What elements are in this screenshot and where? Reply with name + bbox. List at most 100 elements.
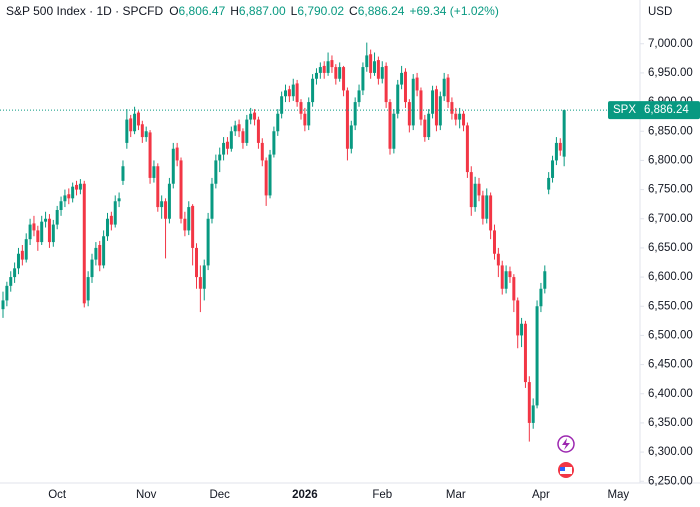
- candle-body: [322, 65, 326, 73]
- candle-body: [450, 102, 454, 114]
- candle-body: [187, 207, 191, 231]
- y-tick-label: 6,800.00: [648, 154, 693, 166]
- candle-body: [442, 78, 446, 97]
- header-field: +69.34 (+1.02%): [409, 4, 498, 18]
- candle-body: [276, 113, 280, 132]
- candle-body: [179, 160, 183, 219]
- header-field: 6,887.00: [239, 4, 286, 18]
- candle-body: [67, 194, 71, 199]
- candle-body: [500, 265, 504, 289]
- candle-body: [438, 96, 442, 126]
- y-tick-label: 6,750.00: [648, 184, 693, 196]
- candle-body: [210, 183, 214, 219]
- candle-body: [473, 183, 477, 208]
- flag-icon-canton: [560, 467, 565, 471]
- x-tick-label: Nov: [136, 489, 157, 501]
- y-tick-label: 6,550.00: [648, 300, 693, 312]
- candle-body: [535, 306, 539, 406]
- candle-body: [241, 131, 245, 143]
- candle-body: [86, 277, 90, 301]
- candle-body: [287, 89, 291, 97]
- y-tick-label: 6,700.00: [648, 213, 693, 225]
- currency: USD: [648, 6, 672, 18]
- candle-body: [543, 271, 547, 289]
- last-price-name: SPX: [613, 104, 636, 116]
- candle-body: [469, 172, 473, 208]
- candle-body: [183, 218, 187, 231]
- candle-body: [156, 166, 160, 208]
- candle-body: [318, 67, 322, 73]
- candle-body: [117, 198, 121, 202]
- x-tick-label: Oct: [48, 489, 67, 501]
- plot-area: [0, 42, 640, 442]
- candle-body: [129, 118, 133, 132]
- candle-body: [504, 271, 508, 289]
- candle-body: [392, 113, 396, 149]
- candle-body: [214, 160, 218, 184]
- candle-body: [462, 113, 466, 126]
- candle-body: [206, 218, 210, 266]
- candle-body: [133, 113, 137, 132]
- candle-body: [1, 300, 5, 310]
- candle-body: [326, 61, 330, 73]
- candle-body: [63, 195, 67, 202]
- header-field: 6,806.47: [179, 4, 226, 18]
- candle-body: [376, 60, 380, 79]
- candle-body: [32, 223, 36, 231]
- candle-body: [303, 113, 307, 126]
- candle-body: [280, 96, 284, 114]
- candle-body: [13, 268, 17, 278]
- candle-body: [400, 72, 404, 85]
- candle-body: [558, 142, 562, 151]
- candle-body: [465, 125, 469, 173]
- candle-body: [51, 224, 55, 243]
- y-tick-label: 6,250.00: [648, 475, 693, 487]
- candle-body: [380, 67, 384, 79]
- candle-body: [102, 236, 106, 266]
- candle-body: [369, 54, 373, 73]
- y-tick-label: 6,300.00: [648, 446, 693, 458]
- candle-body: [260, 142, 264, 161]
- candle-body: [520, 323, 524, 336]
- candle-body: [415, 77, 419, 91]
- candle-body: [249, 113, 253, 120]
- candle-body: [295, 83, 299, 103]
- candle-body: [508, 271, 512, 278]
- candle-body: [198, 277, 202, 289]
- candle-body: [144, 131, 148, 138]
- candle-body: [547, 177, 551, 190]
- candle-body: [357, 90, 361, 103]
- candle-body: [485, 195, 489, 219]
- candle-body: [539, 288, 543, 307]
- header: S&P 500 Index · 1D · SPCFD O6,806.47 H6,88…: [6, 4, 499, 18]
- candle-body: [384, 65, 388, 103]
- event-icon-bolt: [562, 438, 570, 450]
- candle-body: [361, 67, 365, 91]
- candle-body: [307, 102, 311, 126]
- candle-body: [396, 84, 400, 114]
- candle-body: [314, 72, 318, 79]
- x-tick-label: Dec: [209, 489, 230, 501]
- last-price-tag: [608, 101, 700, 120]
- candle-body: [71, 186, 75, 199]
- candle-body: [98, 245, 102, 266]
- candle-body: [16, 253, 20, 269]
- candle-body: [171, 148, 175, 184]
- candle-body: [218, 154, 222, 161]
- candle-body: [164, 201, 168, 219]
- candle-body: [454, 113, 458, 120]
- header-field: L: [291, 4, 298, 18]
- candle-body: [353, 102, 357, 126]
- candle-body: [481, 195, 485, 219]
- candle-body: [562, 110, 566, 157]
- candle-body: [140, 124, 144, 138]
- candle-body: [527, 382, 531, 423]
- candle-body: [222, 142, 226, 155]
- x-tick-label: Apr: [532, 489, 550, 501]
- candle-body: [40, 221, 44, 243]
- candle-body: [330, 60, 334, 68]
- candle-body: [272, 131, 276, 155]
- candle-body: [121, 166, 125, 181]
- last-price-label: 6,886.24: [644, 104, 689, 116]
- candle-body: [338, 67, 342, 79]
